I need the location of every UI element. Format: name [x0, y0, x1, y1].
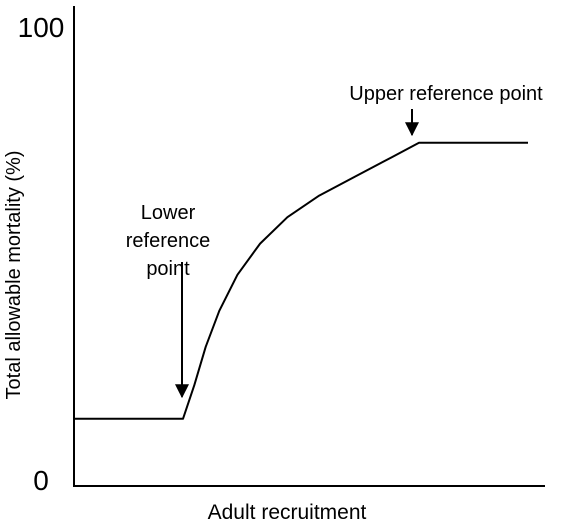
lower-reference-label-line: reference	[126, 230, 211, 252]
series-line	[74, 141, 528, 420]
annotations: Lower reference point Upper reference point	[126, 83, 543, 399]
y-tick-label-min: 0	[33, 465, 49, 496]
upper-reference-label-line: Upper reference point	[349, 83, 543, 105]
x-axis-title: Adult recruitment	[208, 501, 367, 524]
lower-reference-label-line: point	[146, 258, 190, 280]
y-tick-label-max: 100	[18, 12, 65, 43]
y-axis-title: Total allowable mortality (%)	[3, 151, 25, 400]
lower-reference-label-line: Lower	[141, 202, 196, 224]
